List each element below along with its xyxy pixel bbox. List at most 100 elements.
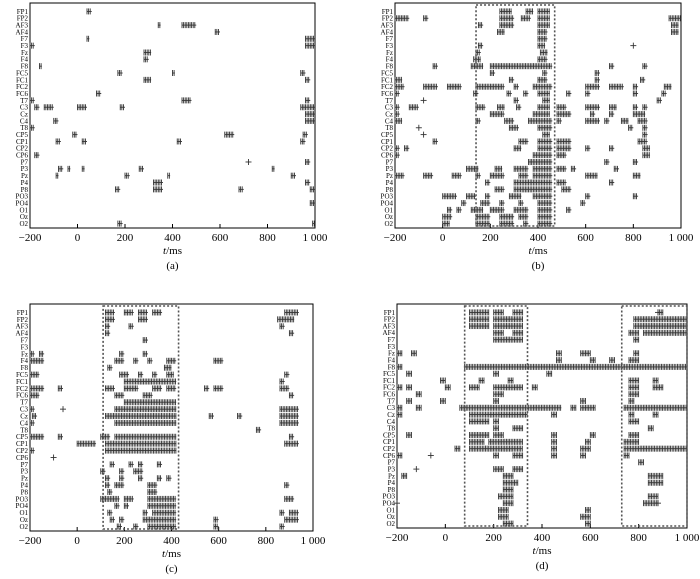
- event-burst: [489, 63, 553, 70]
- event-burst: [305, 76, 311, 83]
- event-burst: [105, 385, 115, 392]
- channel-label: CP1: [16, 440, 29, 448]
- event-burst: [647, 425, 654, 432]
- event-burst: [406, 397, 412, 404]
- event-burst: [499, 22, 515, 29]
- event-burst: [493, 452, 499, 459]
- event-burst: [494, 186, 505, 193]
- event-burst: [115, 186, 121, 193]
- event-burst: [119, 371, 130, 378]
- event-burst: [652, 411, 659, 418]
- event-burst: [152, 509, 177, 516]
- x-axis-label: t/ms: [162, 548, 181, 560]
- event-burst: [556, 145, 572, 152]
- event-burst: [152, 371, 158, 378]
- event-burst: [638, 459, 644, 466]
- channel-label: C4: [387, 418, 396, 426]
- event-burst: [556, 138, 572, 145]
- event-burst: [469, 411, 528, 418]
- channel-label: O1: [384, 206, 393, 214]
- channel-label: P4: [388, 479, 396, 487]
- channel-label: F4: [21, 357, 29, 365]
- event-burst: [566, 90, 572, 97]
- event-burst: [537, 145, 553, 152]
- event-burst: [305, 42, 315, 49]
- event-burst: [128, 323, 134, 330]
- event-burst: [105, 316, 115, 323]
- event-burst: [31, 413, 38, 420]
- event-burst: [34, 104, 40, 111]
- highlight-box: [463, 305, 529, 527]
- event-burst: [469, 445, 523, 452]
- event-burst: [497, 104, 505, 111]
- event-burst: [628, 432, 640, 439]
- event-burst: [628, 397, 635, 404]
- channel-label: FC5: [381, 69, 394, 77]
- event-burst: [29, 406, 35, 413]
- event-burst: [585, 172, 598, 179]
- event-burst: [551, 432, 557, 439]
- channel-label: P8: [21, 488, 29, 496]
- event-burst: [609, 104, 617, 111]
- highlight-box: [475, 4, 556, 227]
- x-axis-label: t/ms: [163, 245, 182, 257]
- channel-label: FC5: [383, 370, 396, 378]
- event-burst: [105, 475, 111, 482]
- event-burst: [493, 323, 523, 330]
- channel-label: C3: [385, 104, 394, 112]
- event-burst: [300, 138, 306, 145]
- event-burst: [561, 186, 572, 193]
- single-event: [394, 500, 400, 507]
- x-tick-label: 400: [530, 232, 547, 244]
- event-burst: [153, 186, 163, 193]
- event-burst: [396, 404, 403, 411]
- x-tick-label: 200: [116, 535, 133, 547]
- event-burst: [489, 172, 505, 179]
- x-tick-label: −200: [384, 232, 407, 244]
- event-burst: [105, 323, 111, 330]
- channel-label: O1: [386, 506, 395, 514]
- event-burst: [114, 406, 177, 413]
- event-burst: [81, 138, 87, 145]
- event-burst: [123, 399, 177, 406]
- event-burst: [469, 323, 490, 330]
- event-burst: [279, 323, 285, 330]
- event-burst: [109, 461, 115, 468]
- event-burst: [107, 509, 113, 516]
- event-burst: [213, 523, 219, 530]
- event-burst: [109, 516, 115, 523]
- event-burst: [396, 384, 403, 391]
- event-burst: [642, 104, 648, 111]
- event-burst: [546, 370, 553, 377]
- event-burst: [494, 165, 503, 172]
- x-axis-variable: t: [162, 548, 166, 560]
- event-burst: [518, 172, 529, 179]
- channel-label: Pz: [21, 475, 28, 483]
- event-burst: [537, 90, 550, 97]
- event-burst: [300, 104, 315, 111]
- event-burst: [628, 329, 640, 336]
- event-burst: [594, 76, 600, 83]
- event-burst: [406, 370, 412, 377]
- event-burst: [628, 357, 640, 364]
- x-tick-label: 400: [163, 535, 180, 547]
- event-burst: [271, 165, 275, 172]
- channel-label: Cz: [387, 411, 395, 419]
- channel-label: CP2: [16, 447, 29, 455]
- event-burst: [279, 419, 299, 426]
- channel-label: C3: [20, 406, 29, 414]
- event-burst: [38, 350, 45, 357]
- event-burst: [214, 28, 220, 35]
- event-burst: [604, 117, 610, 124]
- event-burst: [671, 22, 679, 29]
- x-tick-label: 600: [210, 535, 227, 547]
- event-burst: [401, 472, 408, 479]
- event-burst: [589, 357, 596, 364]
- channel-label: P8: [21, 186, 29, 194]
- event-burst: [508, 193, 522, 200]
- event-burst: [442, 193, 457, 200]
- event-burst: [580, 397, 586, 404]
- event-burst: [238, 186, 244, 193]
- event-burst: [279, 385, 290, 392]
